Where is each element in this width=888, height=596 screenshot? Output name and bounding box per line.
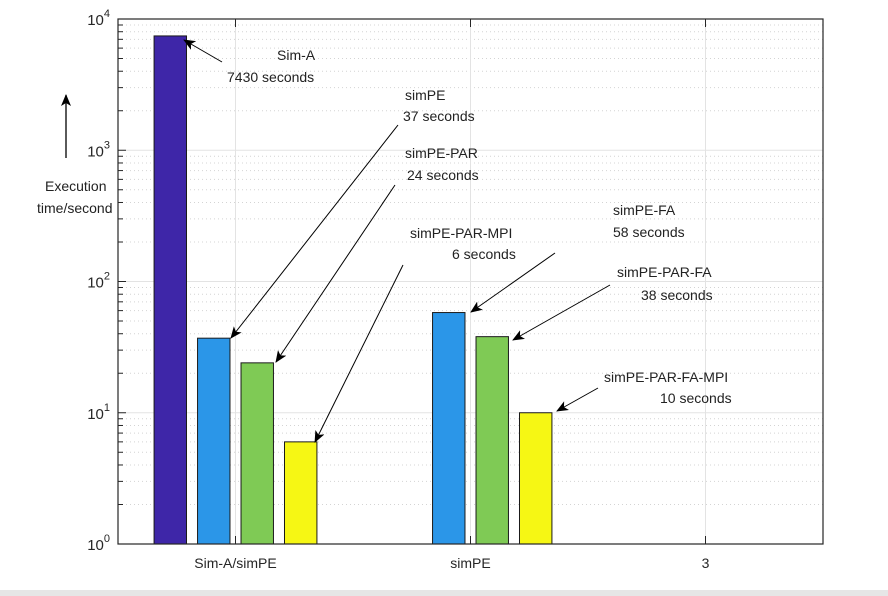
x-tick-label: Sim-A/simPE	[194, 555, 276, 571]
annotation-arrow	[556, 387, 599, 412]
annotation-arrow	[183, 39, 223, 63]
annotation-name-simpe-fa: simPE-FA	[613, 202, 676, 218]
bar	[518, 412, 553, 545]
annotation-text-simpe-par-mpi: 6 seconds	[452, 246, 516, 262]
annotation-text-sim-a: 7430 seconds	[227, 69, 315, 85]
annotation-text-simpe-par-fa-mpi: 10 seconds	[660, 390, 732, 406]
y-tick-label: 104	[87, 8, 110, 29]
annotation-name-simpe: simPE	[405, 87, 446, 103]
bar	[240, 362, 274, 545]
annotation-arrow	[470, 252, 556, 313]
bar	[475, 336, 509, 545]
y-tick-label: 102	[87, 271, 110, 292]
bar	[153, 35, 188, 545]
bar	[432, 312, 466, 545]
annotation-arrow	[275, 184, 396, 363]
annotation-name-simpe-par-mpi: simPE-PAR-MPI	[410, 225, 513, 241]
annotation-text-simpe-par: 24 seconds	[407, 167, 479, 183]
annotation-text-simpe: 37 seconds	[403, 108, 475, 124]
y-tick-label: 103	[87, 139, 110, 160]
annotation-text-simpe-par-fa: 38 seconds	[641, 287, 713, 303]
annotation-arrow	[230, 124, 399, 339]
annotation-arrow	[512, 284, 611, 341]
plot-frame	[117, 18, 824, 545]
ylabel-line-1: Execution	[45, 178, 107, 194]
ylabel-line-2: time/second	[37, 200, 113, 216]
window-bottom-edge	[0, 590, 888, 596]
annotation-name-simpe-par-fa-mpi: simPE-PAR-FA-MPI	[604, 369, 729, 385]
y-tick-label: 100	[87, 533, 110, 554]
x-tick-label: 3	[702, 555, 710, 571]
x-tick-label: simPE	[450, 555, 490, 571]
annotation-name-sim-a: Sim-A	[277, 47, 316, 63]
y-tick-label: 101	[87, 402, 110, 423]
annotation-arrow	[314, 264, 404, 443]
annotation-text-simpe-fa: 58 seconds	[613, 224, 685, 240]
bar	[197, 337, 231, 545]
bar	[283, 441, 318, 545]
annotation-name-simpe-par-fa: simPE-PAR-FA	[617, 264, 712, 280]
annotation-name-simpe-par: simPE-PAR	[405, 145, 478, 161]
